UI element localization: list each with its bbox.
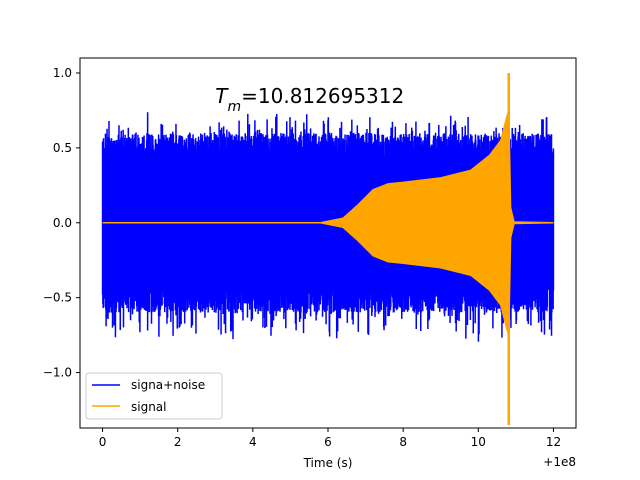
- y-tick-label: 0.0: [53, 216, 72, 230]
- axes: 0 2 4 6 8 10 12 −1.0 −0.5 0.0 0.5 1.0: [43, 66, 561, 449]
- annotation-subscript: m: [227, 99, 241, 115]
- x-tick-label: 10: [471, 435, 486, 449]
- y-tick-label: 0.5: [53, 141, 72, 155]
- x-tick-label: 0: [99, 435, 107, 449]
- y-tick-label: 1.0: [53, 66, 72, 80]
- x-axis-label: Time (s): [303, 456, 353, 470]
- x-tick-label: 12: [546, 435, 561, 449]
- annotation-symbol: T: [215, 84, 229, 108]
- x-tick-label: 8: [399, 435, 407, 449]
- x-tick-label: 4: [249, 435, 257, 449]
- plot-area: [101, 72, 555, 426]
- y-tick-label: −0.5: [43, 291, 72, 305]
- x-tick-label: 2: [174, 435, 182, 449]
- x-tick-label: 6: [324, 435, 332, 449]
- series-signal: [102, 110, 554, 336]
- tm-annotation: Tm=10.812695312: [215, 84, 404, 115]
- y-tick-label: −1.0: [43, 366, 72, 380]
- legend-label-signal-noise: signa+noise: [131, 378, 205, 392]
- legend-label-signal: signal: [131, 400, 167, 414]
- x-offset-label: +1e8: [543, 455, 576, 469]
- legend: signa+noise signal: [85, 372, 223, 420]
- annotation-value: =10.812695312: [241, 84, 404, 108]
